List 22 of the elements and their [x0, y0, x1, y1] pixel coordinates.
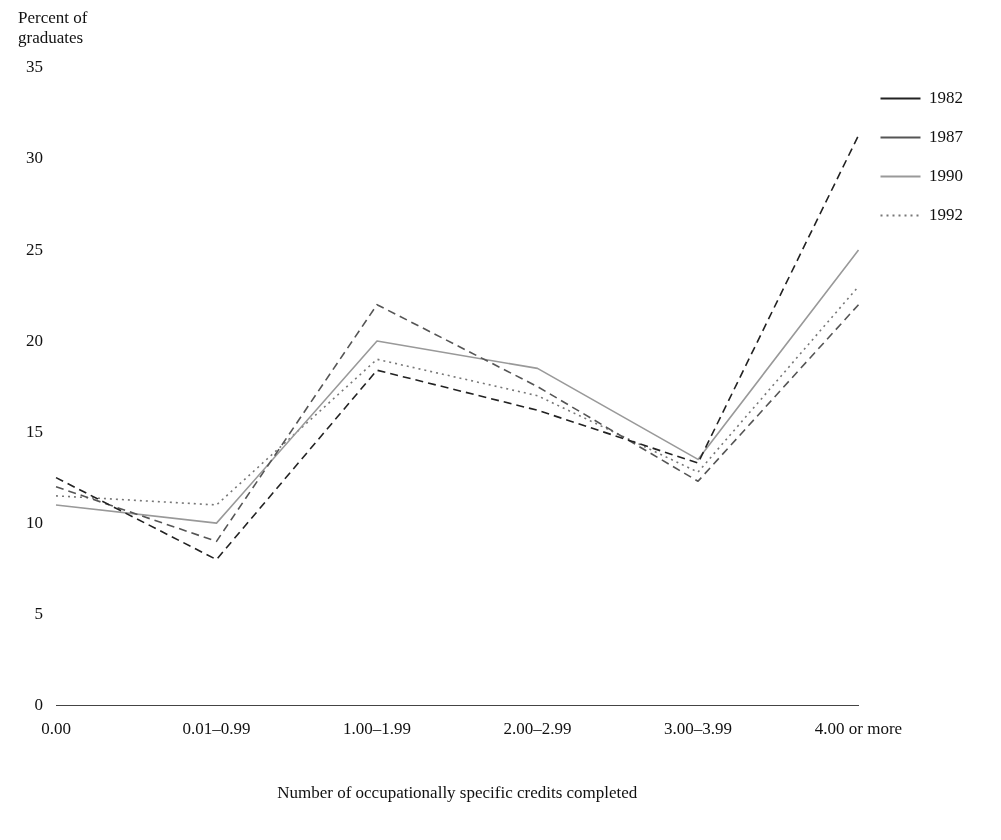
line-series [55, 134, 860, 561]
y-tick-label: 25 [26, 239, 43, 259]
y-tick-label: 15 [26, 421, 43, 441]
legend-label: 1992 [929, 204, 963, 224]
y-tick-label: 20 [26, 330, 43, 350]
x-tick-label: 2.00–2.99 [503, 718, 572, 738]
x-tick-label: 3.00–3.99 [664, 718, 732, 738]
y-tick-label: 0 [34, 694, 43, 714]
line-series [55, 303, 860, 543]
y-tick-label: 10 [26, 512, 43, 532]
legend-label: 1990 [929, 165, 963, 185]
x-tick-label: 0.01–0.99 [182, 718, 251, 738]
x-tick-label: 1.00–1.99 [343, 718, 411, 738]
y-axis-title: Percent of graduates [17, 8, 89, 48]
x-tick-label: 0.00 [41, 718, 71, 738]
legend-label: 1982 [929, 87, 963, 107]
y-tick-label: 35 [26, 57, 43, 77]
y-tick-label: 5 [34, 603, 43, 623]
y-tick-label: 30 [26, 148, 43, 168]
x-axis-title: Number of occupationally specific credits completed [277, 783, 638, 803]
legend-label: 1987 [929, 126, 964, 146]
x-tick-label: 4.00 or more [814, 718, 903, 738]
